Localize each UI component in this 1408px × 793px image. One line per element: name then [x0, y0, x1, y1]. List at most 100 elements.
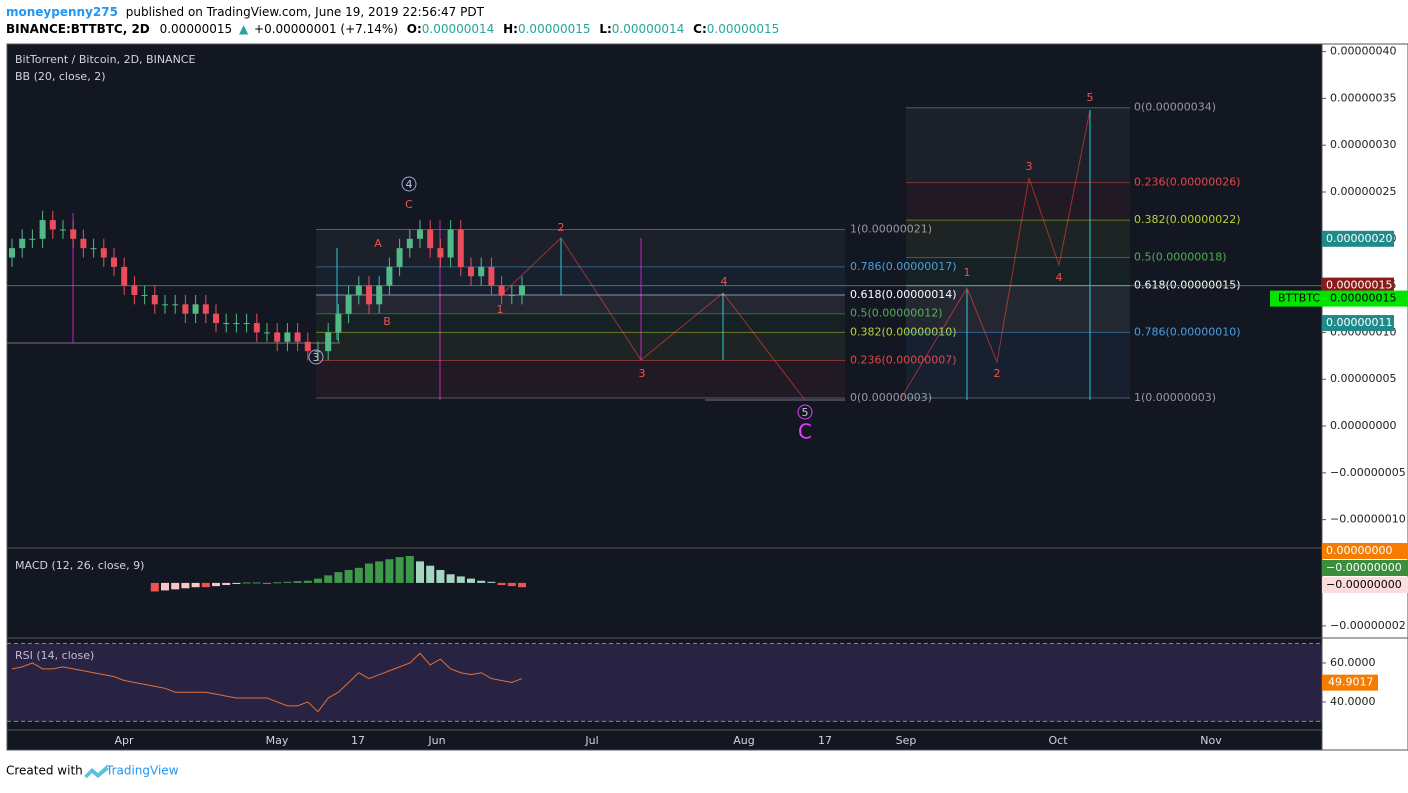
fib-zone: [906, 220, 1130, 258]
indicator-title: BB (20, close, 2): [15, 70, 106, 83]
macd-bar: [497, 582, 506, 586]
candle-body: [427, 229, 434, 249]
candle-body: [70, 229, 77, 239]
fib-label: 0.236(0.00000007): [850, 353, 957, 366]
h-label: H:: [503, 22, 518, 36]
wave-label: 5: [1087, 91, 1094, 104]
wave-label: 2: [558, 221, 565, 234]
fib-zone: [906, 107, 1130, 183]
macd-tag-label: 0.00000000: [1326, 544, 1392, 557]
header-line: moneypenny275 published on TradingView.c…: [6, 5, 485, 19]
candle-body: [233, 323, 240, 325]
price-label: 0.00000005: [1330, 372, 1396, 385]
rsi-band: [7, 643, 1322, 722]
macd-bar: [222, 582, 231, 586]
fib-label: 1(0.00000003): [1134, 391, 1216, 404]
candle-body: [345, 294, 352, 314]
price-label: 0.00000030: [1330, 138, 1396, 151]
fib-zone: [906, 332, 1130, 398]
macd-bar: [191, 582, 200, 588]
frame: [6, 43, 1408, 751]
x-tick-label: Aug: [733, 734, 754, 747]
open: 0.00000014: [422, 22, 495, 36]
macd-bar: [477, 580, 486, 583]
wave-path: [899, 109, 1091, 401]
candle-body: [192, 304, 199, 314]
macd-bar: [283, 581, 292, 583]
macd-tag-label: −0.00000000: [1326, 578, 1402, 591]
macd-bar: [232, 582, 241, 584]
price-tag-label: 0.00000011: [1326, 316, 1392, 329]
macd-bar: [405, 556, 414, 583]
x-tick-label: Apr: [114, 734, 134, 747]
footer-brand[interactable]: TradingView: [105, 764, 179, 778]
price-label: −0.00000005: [1330, 466, 1406, 479]
fib-zone: [316, 360, 845, 398]
price-tag: [1322, 230, 1394, 247]
candle-body: [182, 304, 189, 314]
macd-bar: [150, 582, 159, 592]
candle-body: [100, 248, 107, 258]
macd-bar: [344, 569, 353, 583]
candle-body: [284, 332, 291, 342]
wave-label: 3: [639, 367, 646, 380]
rsi-label: 60.0000: [1330, 656, 1376, 669]
macd-bar: [436, 569, 445, 583]
symbol-tag: [1270, 290, 1408, 307]
macd-bar: [201, 582, 210, 588]
candle-body: [253, 323, 260, 333]
price-tag-label: 0.00000015: [1326, 279, 1392, 292]
wave-label: A: [374, 237, 382, 250]
x-tick-label: Jun: [427, 734, 445, 747]
price-label: 0.00000035: [1330, 91, 1396, 104]
author[interactable]: moneypenny275: [6, 5, 118, 19]
fib-zone: [906, 285, 1130, 333]
price-label: 0.00000040: [1330, 45, 1396, 58]
candle-body: [396, 248, 403, 267]
macd-bar: [518, 582, 526, 588]
fib-zone: [316, 229, 845, 267]
wave-label: 1: [497, 303, 504, 316]
macd-bar: [507, 582, 516, 587]
fib-label: 0.786(0.00000010): [1134, 325, 1241, 338]
macd-bar: [303, 580, 312, 583]
candle-body: [488, 266, 495, 286]
macd-bar: [171, 582, 180, 590]
fib-label: 0.5(0.00000018): [1134, 251, 1227, 264]
candle-body: [508, 294, 515, 296]
close: 0.00000015: [707, 22, 780, 36]
candle-body: [29, 238, 36, 240]
macd-bar: [181, 582, 190, 589]
candle-body: [111, 257, 117, 267]
symbol: BINANCE:BTTBTC, 2D: [6, 22, 150, 36]
last: 0.00000015: [160, 22, 233, 36]
fib-zone: [316, 313, 845, 333]
price-tag: [1322, 315, 1394, 332]
candle-body: [80, 238, 87, 249]
rsi-title: RSI (14, close): [15, 649, 94, 662]
wave-label: C: [798, 420, 812, 444]
fib-label: 1(0.00000021): [850, 222, 932, 235]
wave-label: B: [383, 315, 391, 328]
price-label: 0.00000025: [1330, 185, 1396, 198]
wave-label: 2: [994, 367, 1001, 380]
drawings: [7, 109, 1091, 401]
candle-body: [498, 285, 505, 295]
candle-body: [121, 266, 128, 286]
candle-body: [366, 285, 372, 305]
macd-bar: [365, 563, 373, 583]
wave-circle: [401, 176, 417, 192]
x-tick-label: 17: [351, 734, 365, 747]
symbol-tag-name: BTTBTC: [1278, 292, 1320, 305]
macd-bar: [324, 575, 333, 583]
candle-body: [202, 304, 209, 314]
fib-label: 0(0.00000003): [850, 391, 932, 404]
wave-label: 4: [1056, 271, 1063, 284]
candle-body: [274, 332, 281, 342]
candle-body: [355, 285, 362, 295]
quote-line: BINANCE:BTTBTC, 2D 0.00000015 ▲ +0.00000…: [6, 22, 779, 36]
candle-body: [437, 248, 444, 258]
candle-body: [386, 266, 393, 286]
